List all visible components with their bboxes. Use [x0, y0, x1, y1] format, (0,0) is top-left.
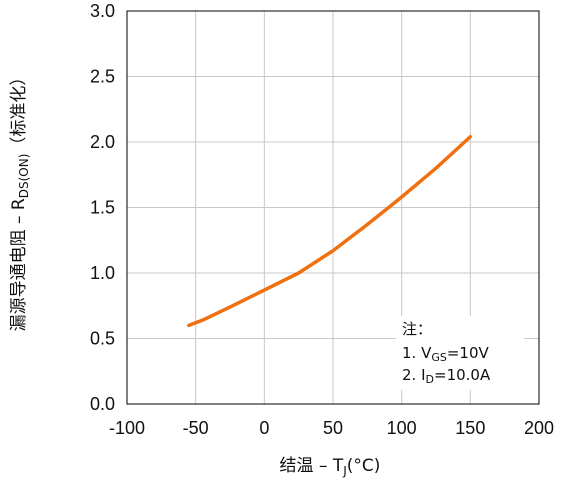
x-axis-title-sub: J: [342, 464, 347, 478]
y-axis-title: 漏源导通电阻 – RDS(ON)（标准化）: [9, 69, 31, 332]
x-tick-labels: -100 -50 0 50 100 150 200: [109, 418, 554, 438]
note-line-2-post: =10.0A: [434, 366, 491, 384]
x-tick-label: 100: [387, 418, 417, 438]
y-axis-title-main: 漏源导通电阻 – R: [9, 198, 29, 331]
y-tick-label: 1.5: [90, 198, 115, 218]
note-line-1-pre: 1. V: [402, 344, 432, 362]
x-tick-label: -50: [183, 418, 209, 438]
y-axis-title-tail: （标准化）: [9, 69, 29, 154]
x-tick-label: 200: [524, 418, 554, 438]
note-box: [396, 316, 524, 390]
y-tick-label: 3.0: [90, 1, 115, 21]
series-line: [187, 135, 473, 328]
note-line-2: 2. ID=10.0A: [402, 366, 491, 386]
x-axis-title-main: 结温 – T: [280, 456, 344, 476]
x-tick-label: 150: [455, 418, 485, 438]
note-line-2-sub: D: [426, 373, 434, 386]
plot-frame: [126, 10, 540, 405]
y-tick-label: 0.5: [90, 329, 115, 349]
note-title: 注：: [402, 320, 432, 338]
x-tick-label: 0: [259, 418, 269, 438]
note-line-1-post: =10V: [447, 344, 490, 362]
y-axis-title-sub: DS(ON): [17, 154, 31, 199]
y-tick-labels: 0.0 0.5 1.0 1.5 2.0 2.5 3.0: [90, 1, 115, 414]
note-line-1: 1. VGS=10V: [402, 344, 490, 364]
x-axis-title: 结温 – TJ(°C): [280, 456, 381, 478]
x-axis-title-tail: (°C): [347, 456, 381, 476]
y-tick-label: 2.0: [90, 132, 115, 152]
series-layer: [187, 135, 473, 328]
y-tick-label: 2.5: [90, 67, 115, 87]
y-tick-label: 0.0: [90, 394, 115, 414]
note-line-2-pre: 2. I: [402, 366, 426, 384]
note-line-1-sub: GS: [431, 351, 447, 364]
y-tick-label: 1.0: [90, 263, 115, 283]
x-tick-label: -100: [109, 418, 145, 438]
x-tick-label: 50: [323, 418, 343, 438]
